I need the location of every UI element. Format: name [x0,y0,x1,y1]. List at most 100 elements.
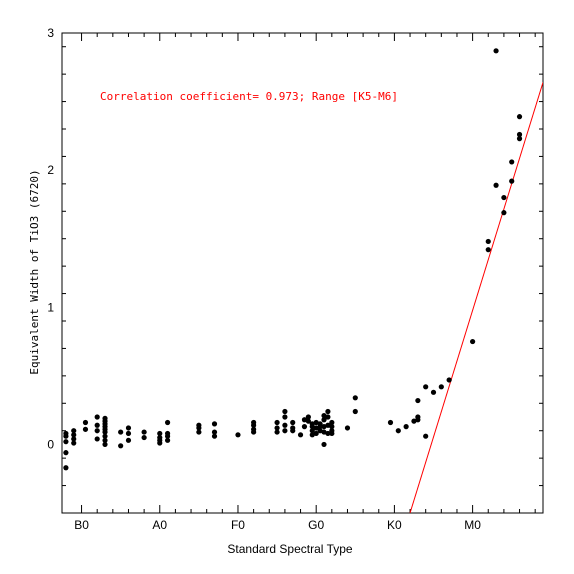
data-point [501,194,507,201]
data-point [251,422,257,428]
data-point [118,429,124,435]
data-point [485,247,491,253]
data-point [321,424,327,430]
data-point [305,418,311,424]
y-tick-label: 1 [47,300,54,314]
data-point [102,437,108,443]
data-point [438,384,444,390]
data-point [317,428,323,434]
x-tick-label: M0 [464,518,481,532]
x-axis-label: Standard Spectral Type [227,542,353,556]
data-point [301,424,308,430]
data-point [321,441,327,448]
data-point [82,426,89,432]
tick-labels: 0 1 2 3 B0 A0 F0 G0 K0 M0 [47,26,481,532]
data-point [94,436,100,442]
y-axis-label: Equivalent Width of TiO3 (6720) [28,169,41,374]
data-point [430,389,437,395]
data-point [309,424,315,430]
x-tick-label: K0 [387,518,402,532]
data-point [387,419,394,426]
x-tick-label: B0 [74,518,89,532]
data-point [94,414,100,420]
data-point [313,425,319,431]
data-point [325,422,331,428]
data-point [321,413,327,419]
data-point [282,414,288,420]
data-point [415,397,421,404]
data-point [164,433,171,439]
data-point [423,384,429,390]
y-tick-label: 2 [47,163,54,177]
y-tick-label: 0 [47,437,54,451]
data-point [352,408,358,415]
y-tick-label: 3 [47,26,54,40]
data-point [309,428,315,434]
data-point [301,417,308,423]
data-point [211,421,218,427]
data-point [102,429,108,435]
data-point [102,433,108,439]
data-point [403,424,409,430]
tick-marks [62,33,543,514]
data-point [125,437,132,443]
data-point [282,408,288,415]
data-point [164,437,171,443]
data-point [118,443,124,449]
data-point [164,419,171,426]
data-point [470,338,476,345]
data-point [274,419,280,426]
x-tick-label: A0 [152,518,167,532]
data-point [102,441,108,448]
data-point [329,430,335,437]
data-point [94,428,100,434]
plot-frame-group [61,32,544,514]
data-point [325,430,331,437]
data-point [415,417,421,423]
x-tick-label: F0 [231,518,245,532]
data-point [297,432,304,438]
data-point [516,131,523,138]
data-point [157,440,163,446]
data-point [157,430,163,437]
data-point [329,419,335,426]
data-point [309,432,315,438]
data-point [63,465,69,471]
data-point [317,424,323,430]
data-point [423,433,429,439]
data-point [211,429,218,435]
data-point [493,182,499,188]
data-point [290,419,296,426]
data-point [274,429,280,435]
data-point [493,48,499,54]
data-point [71,440,77,446]
data-point [71,436,77,442]
data-point [313,419,319,426]
plot-frame [61,32,544,514]
data-point [313,430,319,437]
data-points [63,48,523,471]
data-point [305,414,311,420]
data-point [352,395,358,401]
data-point [211,433,218,439]
data-point [125,425,132,431]
data-point [282,422,288,428]
data-point [395,428,401,434]
data-point [71,428,77,434]
data-point [446,377,452,383]
data-point [321,417,327,423]
fit-line-group [409,82,543,513]
fit-line [409,82,543,513]
data-point [141,434,147,441]
data-point [509,159,515,165]
data-point [63,450,69,456]
data-point [485,238,491,245]
data-point [282,428,288,434]
data-point [274,425,280,431]
data-point [344,425,351,431]
data-point [251,429,257,435]
correlation-annotation: Correlation coefficient= 0.973; Range [K… [100,90,398,103]
data-point [325,414,331,420]
data-point [71,432,77,438]
